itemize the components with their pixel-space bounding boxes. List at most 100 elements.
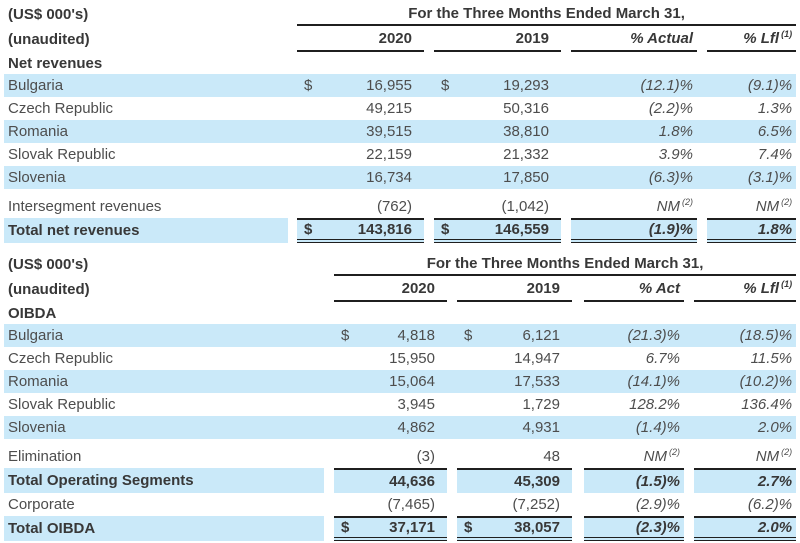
- amount-2020: 4,818: [354, 324, 447, 347]
- amount-2020: 49,215: [366, 100, 412, 117]
- pct-actual-value: 128.2%: [629, 396, 680, 413]
- row-label: Elimination: [8, 448, 82, 465]
- table-row: Slovenia 16,734 17,850 (6.3)% (3.1)%: [4, 166, 797, 189]
- spacer: [447, 445, 457, 468]
- table-row: Slovak Republic 3,945 1,729 128.2% 136.4…: [4, 393, 796, 416]
- currency-symbol: [297, 143, 319, 166]
- spacer: [684, 370, 694, 393]
- pct-actual-value: (1.4)%: [584, 416, 684, 439]
- spacer: [288, 74, 297, 97]
- column-header-pct-lfl: % Lfl (1): [694, 276, 797, 302]
- amount-2019: (1,042): [501, 198, 549, 215]
- amount-2019: 21,332: [503, 146, 549, 163]
- amount-2020: 22,159: [366, 146, 412, 163]
- pct-lfl-value: 1.8%: [707, 218, 797, 243]
- currency-symbol: $: [457, 324, 477, 347]
- spacer: [684, 393, 694, 416]
- spacer: [561, 120, 571, 143]
- amount-2020: 4,862: [354, 416, 447, 439]
- oibda-table: (US$ 000's) For the Three Months Ended M…: [4, 252, 797, 541]
- spacer: [324, 276, 334, 302]
- currency-symbol: [457, 468, 477, 493]
- unaudited-label: (unaudited): [8, 280, 90, 298]
- pct-actual-value: (1.9)%: [571, 218, 697, 243]
- amount-2020: 143,816: [319, 218, 424, 243]
- currency-symbol: [334, 416, 354, 439]
- spacer: [324, 324, 334, 347]
- spacer: [288, 120, 297, 143]
- spacer: [572, 468, 584, 493]
- currency-symbol: [434, 143, 456, 166]
- spacer: [561, 97, 571, 120]
- pct-actual-value: (12.1)%: [571, 74, 697, 97]
- spacer: [424, 97, 434, 120]
- currency-symbol: $: [334, 516, 354, 541]
- pct-lfl-value: (10.2)%: [694, 370, 797, 393]
- spacer: [447, 516, 457, 541]
- spacer: [561, 74, 571, 97]
- amount-2020: 15,950: [389, 350, 435, 367]
- spacer: [447, 493, 457, 516]
- spacer: [424, 26, 434, 52]
- spacer: [324, 347, 334, 370]
- spacer: [684, 324, 694, 347]
- pct-actual-value: NM (2): [656, 197, 693, 216]
- pct-lfl-value: (18.5)%: [694, 324, 797, 347]
- column-header-2020: 2020: [334, 276, 447, 302]
- spacer: [288, 143, 297, 166]
- footnote-ref-2: (2): [669, 447, 680, 457]
- row-label: Romania: [4, 120, 288, 143]
- currency-symbol: $: [434, 74, 456, 97]
- table-row: Slovenia 4,862 4,931 (1.4)% 2.0%: [4, 416, 797, 439]
- pct-lfl-value: (6.2)%: [747, 496, 793, 513]
- currency-symbol: [457, 393, 477, 416]
- amount-2019: 19,293: [456, 74, 561, 97]
- table-row: Elimination (3) 48 NM (2) NM (2): [4, 445, 796, 468]
- table-row: (unaudited) 2020 2019 % Act % Lfl (1): [4, 276, 797, 302]
- spacer: [288, 26, 297, 52]
- spacer: [697, 143, 707, 166]
- amount-2019: 6,121: [477, 324, 572, 347]
- pct-lfl-value: 2.0%: [694, 516, 797, 541]
- unit-label: (US$ 000's): [8, 5, 89, 23]
- spacer: [561, 143, 571, 166]
- amount-2019: 14,947: [514, 350, 560, 367]
- currency-symbol: [334, 370, 354, 393]
- table-row: Bulgaria $ 4,818 $ 6,121 (21.3)% (18.5)%: [4, 324, 797, 347]
- currency-symbol: $: [434, 218, 456, 243]
- table-row: Slovak Republic 22,159 21,332 3.9% 7.4%: [4, 143, 796, 166]
- pct-lfl-value: 6.5%: [707, 120, 797, 143]
- currency-symbol: [434, 195, 456, 218]
- amount-2020: 37,171: [354, 516, 447, 541]
- spacer: [447, 347, 457, 370]
- pct-lfl-value: 2.7%: [694, 468, 797, 493]
- section-label: OIBDA: [8, 304, 57, 322]
- total-row: Total OIBDA $ 37,171 $ 38,057 (2.3)% 2.0…: [4, 516, 797, 541]
- spacer: [324, 416, 334, 439]
- pct-actual-value: (6.3)%: [571, 166, 697, 189]
- spacer: [447, 324, 457, 347]
- pct-lfl-value: 11.5%: [750, 350, 793, 367]
- pct-actual-value: NM (2): [643, 447, 680, 466]
- currency-symbol: [457, 370, 477, 393]
- spacer: [447, 468, 457, 493]
- amount-2019: 146,559: [456, 218, 561, 243]
- spacer: [572, 516, 584, 541]
- spacer: [684, 445, 694, 468]
- currency-symbol: [334, 468, 354, 493]
- spacer: [572, 445, 584, 468]
- spacer: [561, 218, 571, 243]
- spacer: [561, 26, 571, 52]
- table-row: Czech Republic 49,215 50,316 (2.2)% 1.3%: [4, 97, 796, 120]
- amount-2019: 17,533: [477, 370, 572, 393]
- row-label: Bulgaria: [4, 324, 324, 347]
- footnote-ref-1: (1): [781, 28, 793, 39]
- pct-actual-value: 6.7%: [645, 350, 680, 367]
- pct-lfl-value: 2.0%: [694, 416, 797, 439]
- amount-2020: 16,955: [319, 74, 424, 97]
- amount-2019: 48: [543, 448, 560, 465]
- row-label: Czech Republic: [8, 350, 114, 367]
- spacer: [561, 195, 571, 218]
- spacer: [697, 195, 707, 218]
